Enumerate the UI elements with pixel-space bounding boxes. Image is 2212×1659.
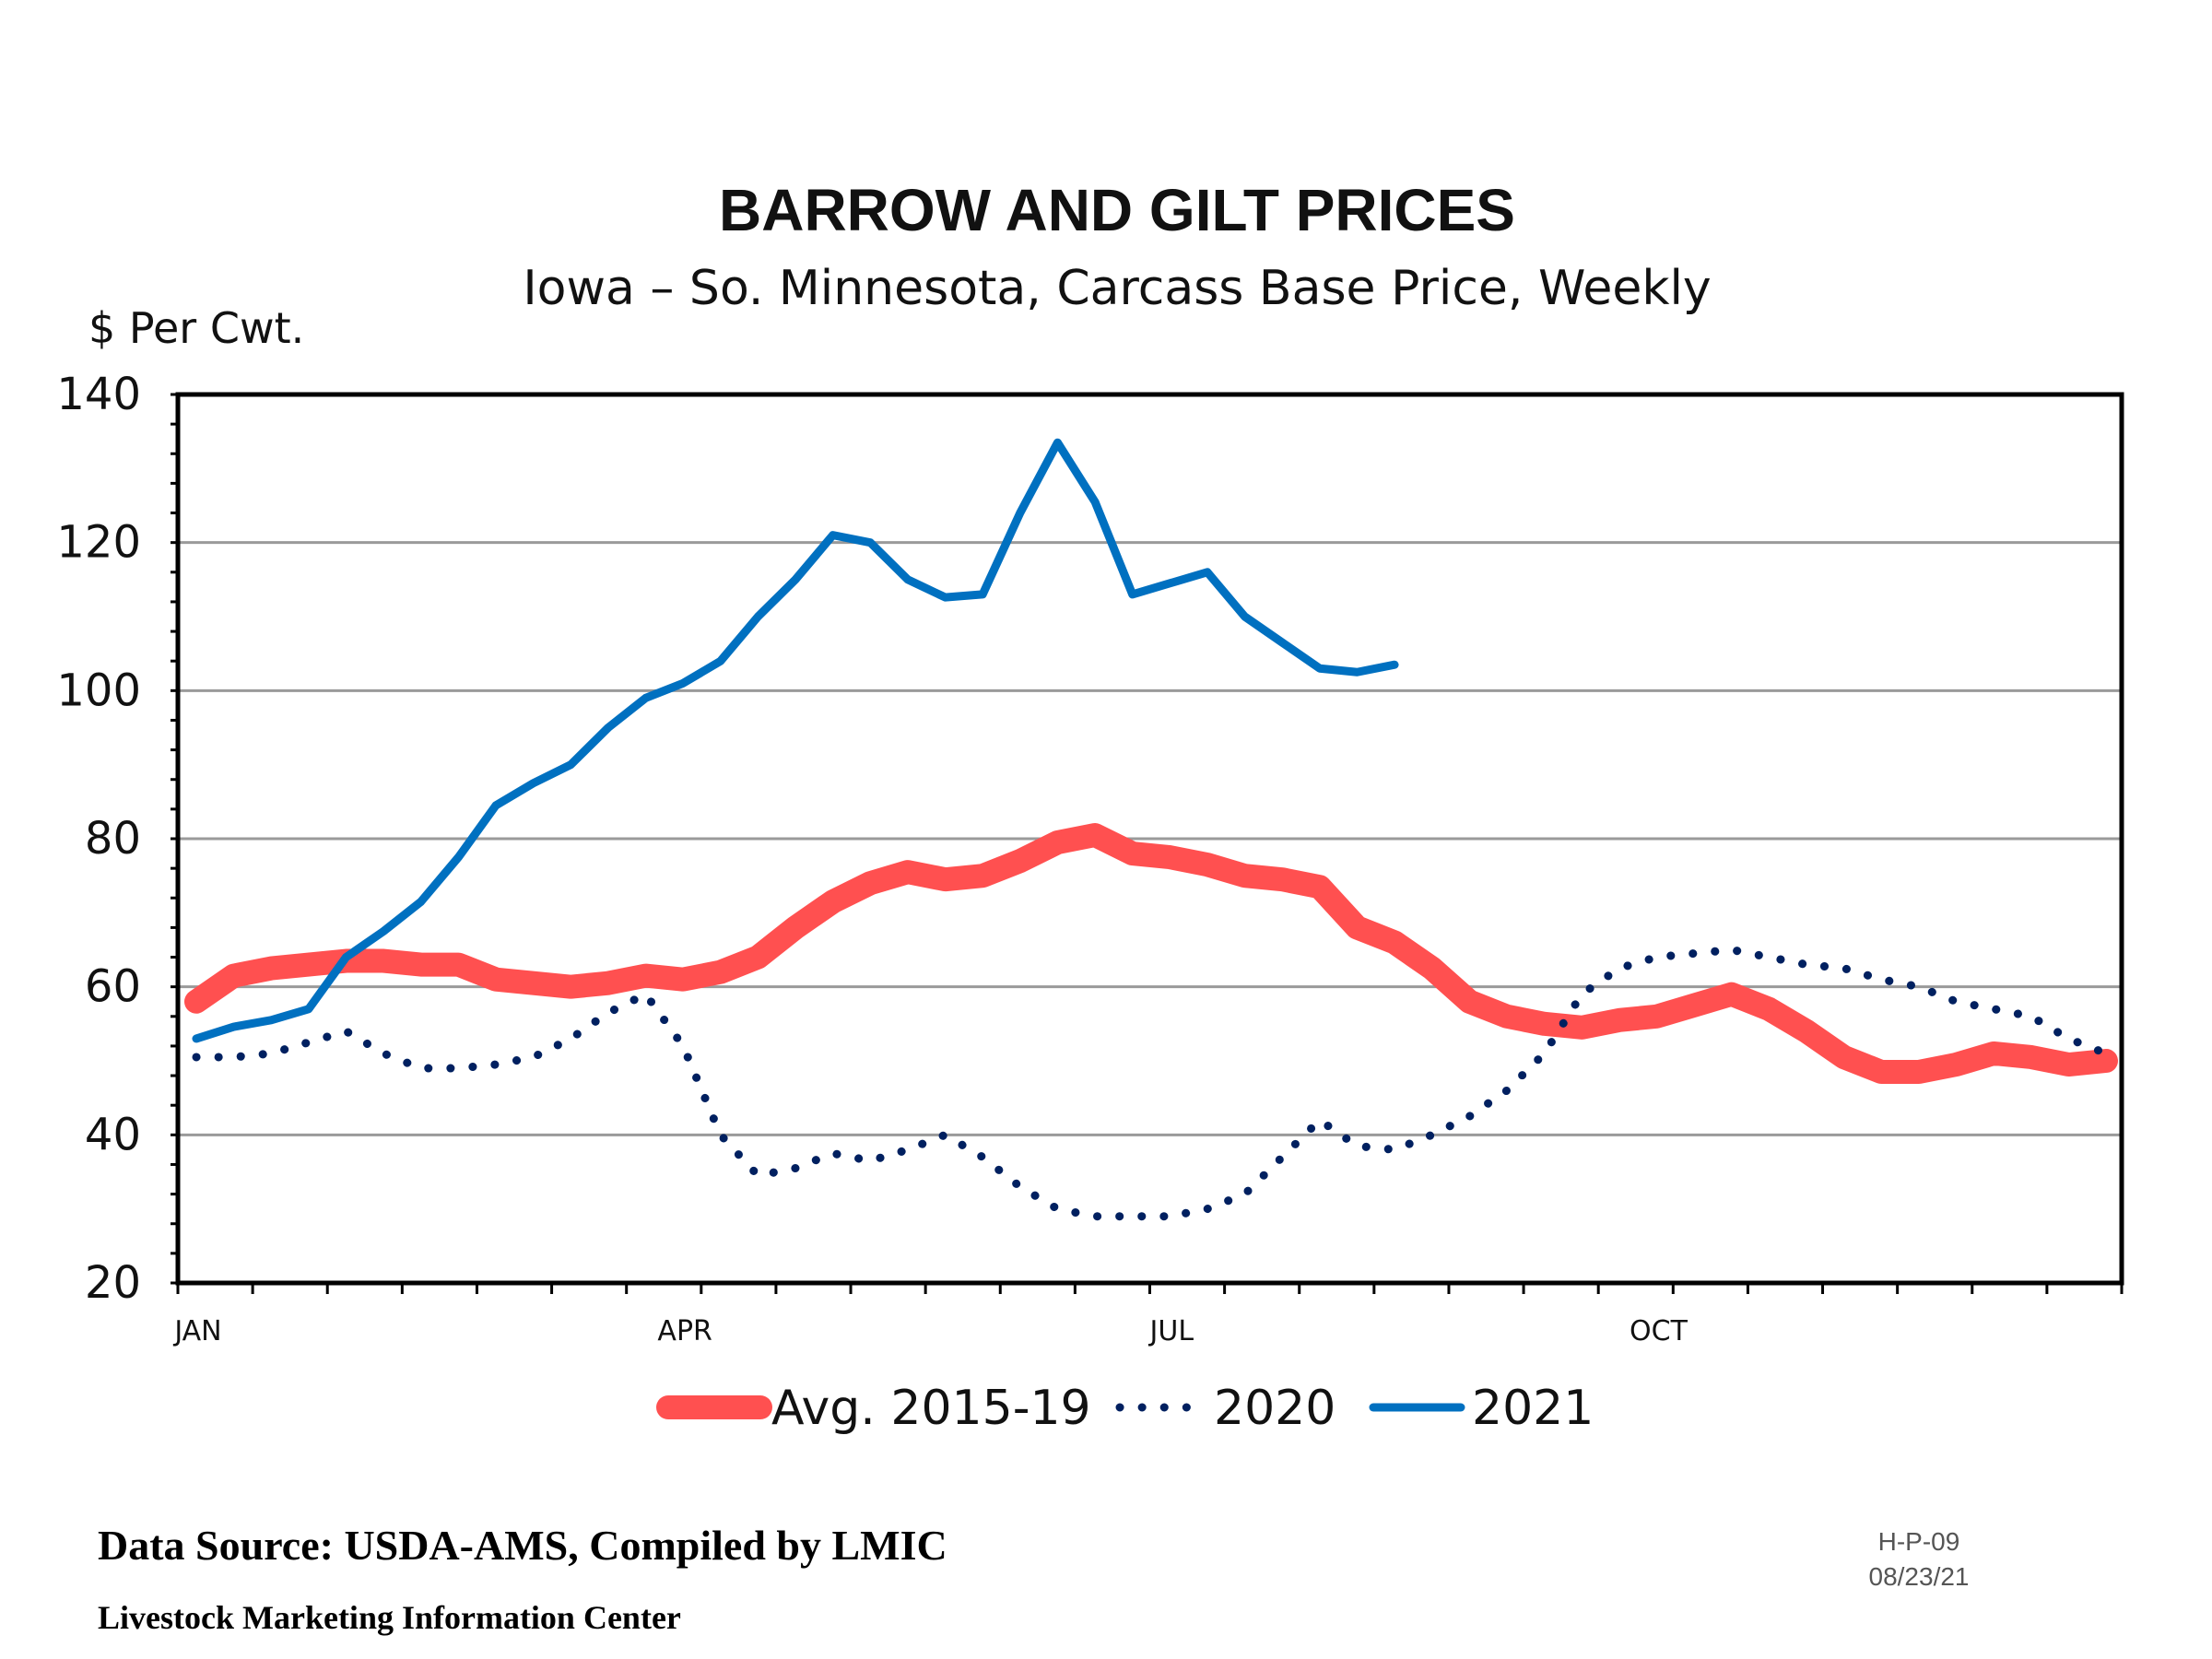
y-tick-label: 80 bbox=[85, 813, 141, 865]
legend: Avg. 2015-19 2020 2021 bbox=[656, 1381, 1594, 1436]
legend-label: 2020 bbox=[1214, 1381, 1335, 1436]
series-line-avg-2015-19 bbox=[184, 822, 2118, 1085]
y-tick-label: 40 bbox=[85, 1109, 141, 1160]
y-tick-label: 20 bbox=[85, 1257, 141, 1309]
chart-date: 08/23/21 bbox=[1868, 1562, 1970, 1591]
x-tick-label: APR bbox=[657, 1315, 712, 1347]
legend-label: Avg. 2015-19 bbox=[771, 1381, 1091, 1436]
plot-frame bbox=[175, 392, 2124, 1286]
chart-title: BARROW AND GILT PRICES bbox=[719, 177, 1515, 243]
data-source-note: Data Source: USDA-AMS, Compiled by LMIC bbox=[98, 1522, 947, 1569]
x-tick-label: JUL bbox=[1148, 1315, 1194, 1347]
x-tick-label: OCT bbox=[1630, 1315, 1688, 1347]
x-axis-ticks: JAN APR JUL OCT bbox=[172, 1283, 2124, 1347]
y-tick-label: 140 bbox=[56, 369, 141, 420]
y-axis-label: $ Per Cwt. bbox=[88, 303, 304, 353]
series-line-2020 bbox=[192, 946, 2111, 1221]
x-tick-label: JAN bbox=[172, 1315, 221, 1347]
y-tick-label: 100 bbox=[56, 665, 141, 716]
organization-name: Livestock Marketing Information Center bbox=[98, 1599, 681, 1636]
y-axis-ticks: 20 40 60 80 100 120 140 bbox=[56, 369, 178, 1309]
y-tick-label: 60 bbox=[85, 961, 141, 1013]
y-tick-label: 120 bbox=[56, 517, 141, 569]
legend-label: 2021 bbox=[1472, 1381, 1594, 1436]
series-group bbox=[184, 438, 2118, 1221]
chart-subtitle: Iowa – So. Minnesota, Carcass Base Price… bbox=[523, 261, 1711, 316]
series-line-2021 bbox=[192, 438, 1399, 1043]
chart-code: H-P-09 bbox=[1877, 1527, 1960, 1556]
